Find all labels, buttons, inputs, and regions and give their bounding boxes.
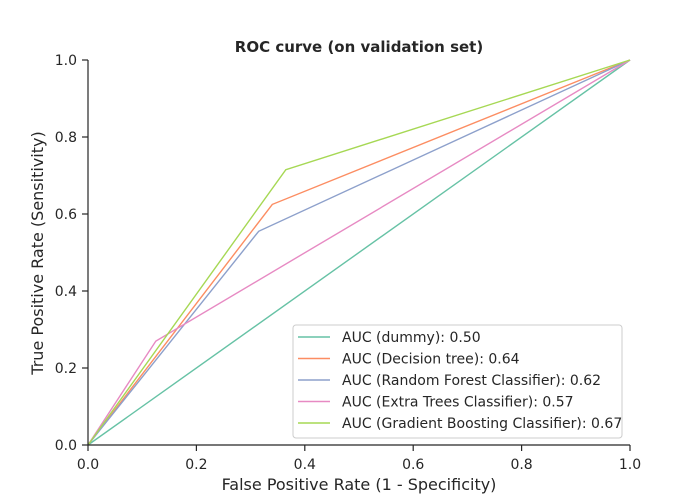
x-tick-label: 1.0 [619, 457, 641, 473]
y-axis-title: True Positive Rate (Sensitivity) [28, 131, 47, 375]
series-line-4 [87, 59, 631, 446]
legend-label-1: AUC (Decision tree): 0.64 [342, 352, 520, 368]
legend-label-0: AUC (dummy): 0.50 [342, 330, 481, 346]
x-tick-label: 0.6 [402, 457, 424, 473]
series-line-0 [87, 59, 631, 446]
x-tick-label: 0.2 [185, 457, 207, 473]
series-line-1 [87, 59, 631, 446]
series-layer [87, 59, 631, 446]
legend-label-2: AUC (Random Forest Classifier): 0.62 [342, 373, 601, 389]
series-line-2 [87, 59, 631, 446]
x-tick-label: 0.8 [510, 457, 532, 473]
series-line-3 [87, 59, 631, 446]
y-tick-label: 0.2 [55, 361, 77, 377]
y-tick-label: 0.0 [55, 438, 77, 454]
legend-label-3: AUC (Extra Trees Classifier): 0.57 [342, 395, 574, 411]
legend-box [292, 324, 623, 439]
legend-label-4: AUC (Gradient Boosting Classifier): 0.67 [342, 416, 622, 432]
chart-title: ROC curve (on validation set) [235, 38, 483, 56]
y-tick-label: 0.8 [55, 130, 77, 146]
x-tick-label: 0.4 [294, 457, 316, 473]
axes-layer: 0.0 0.2 0.4 0.6 0.8 1.0 0.0 0.2 0.4 0.6 0.8 1.0 [55, 53, 641, 473]
legend: AUC (dummy): 0.50 AUC (Decision tree): 0.… [292, 324, 623, 439]
y-tick-label: 0.4 [55, 284, 77, 300]
x-tick-label: 0.0 [77, 457, 99, 473]
y-tick-label: 0.6 [55, 207, 77, 223]
x-axis-title: False Positive Rate (1 - Specificity) [222, 475, 497, 494]
y-tick-label: 1.0 [55, 53, 77, 69]
